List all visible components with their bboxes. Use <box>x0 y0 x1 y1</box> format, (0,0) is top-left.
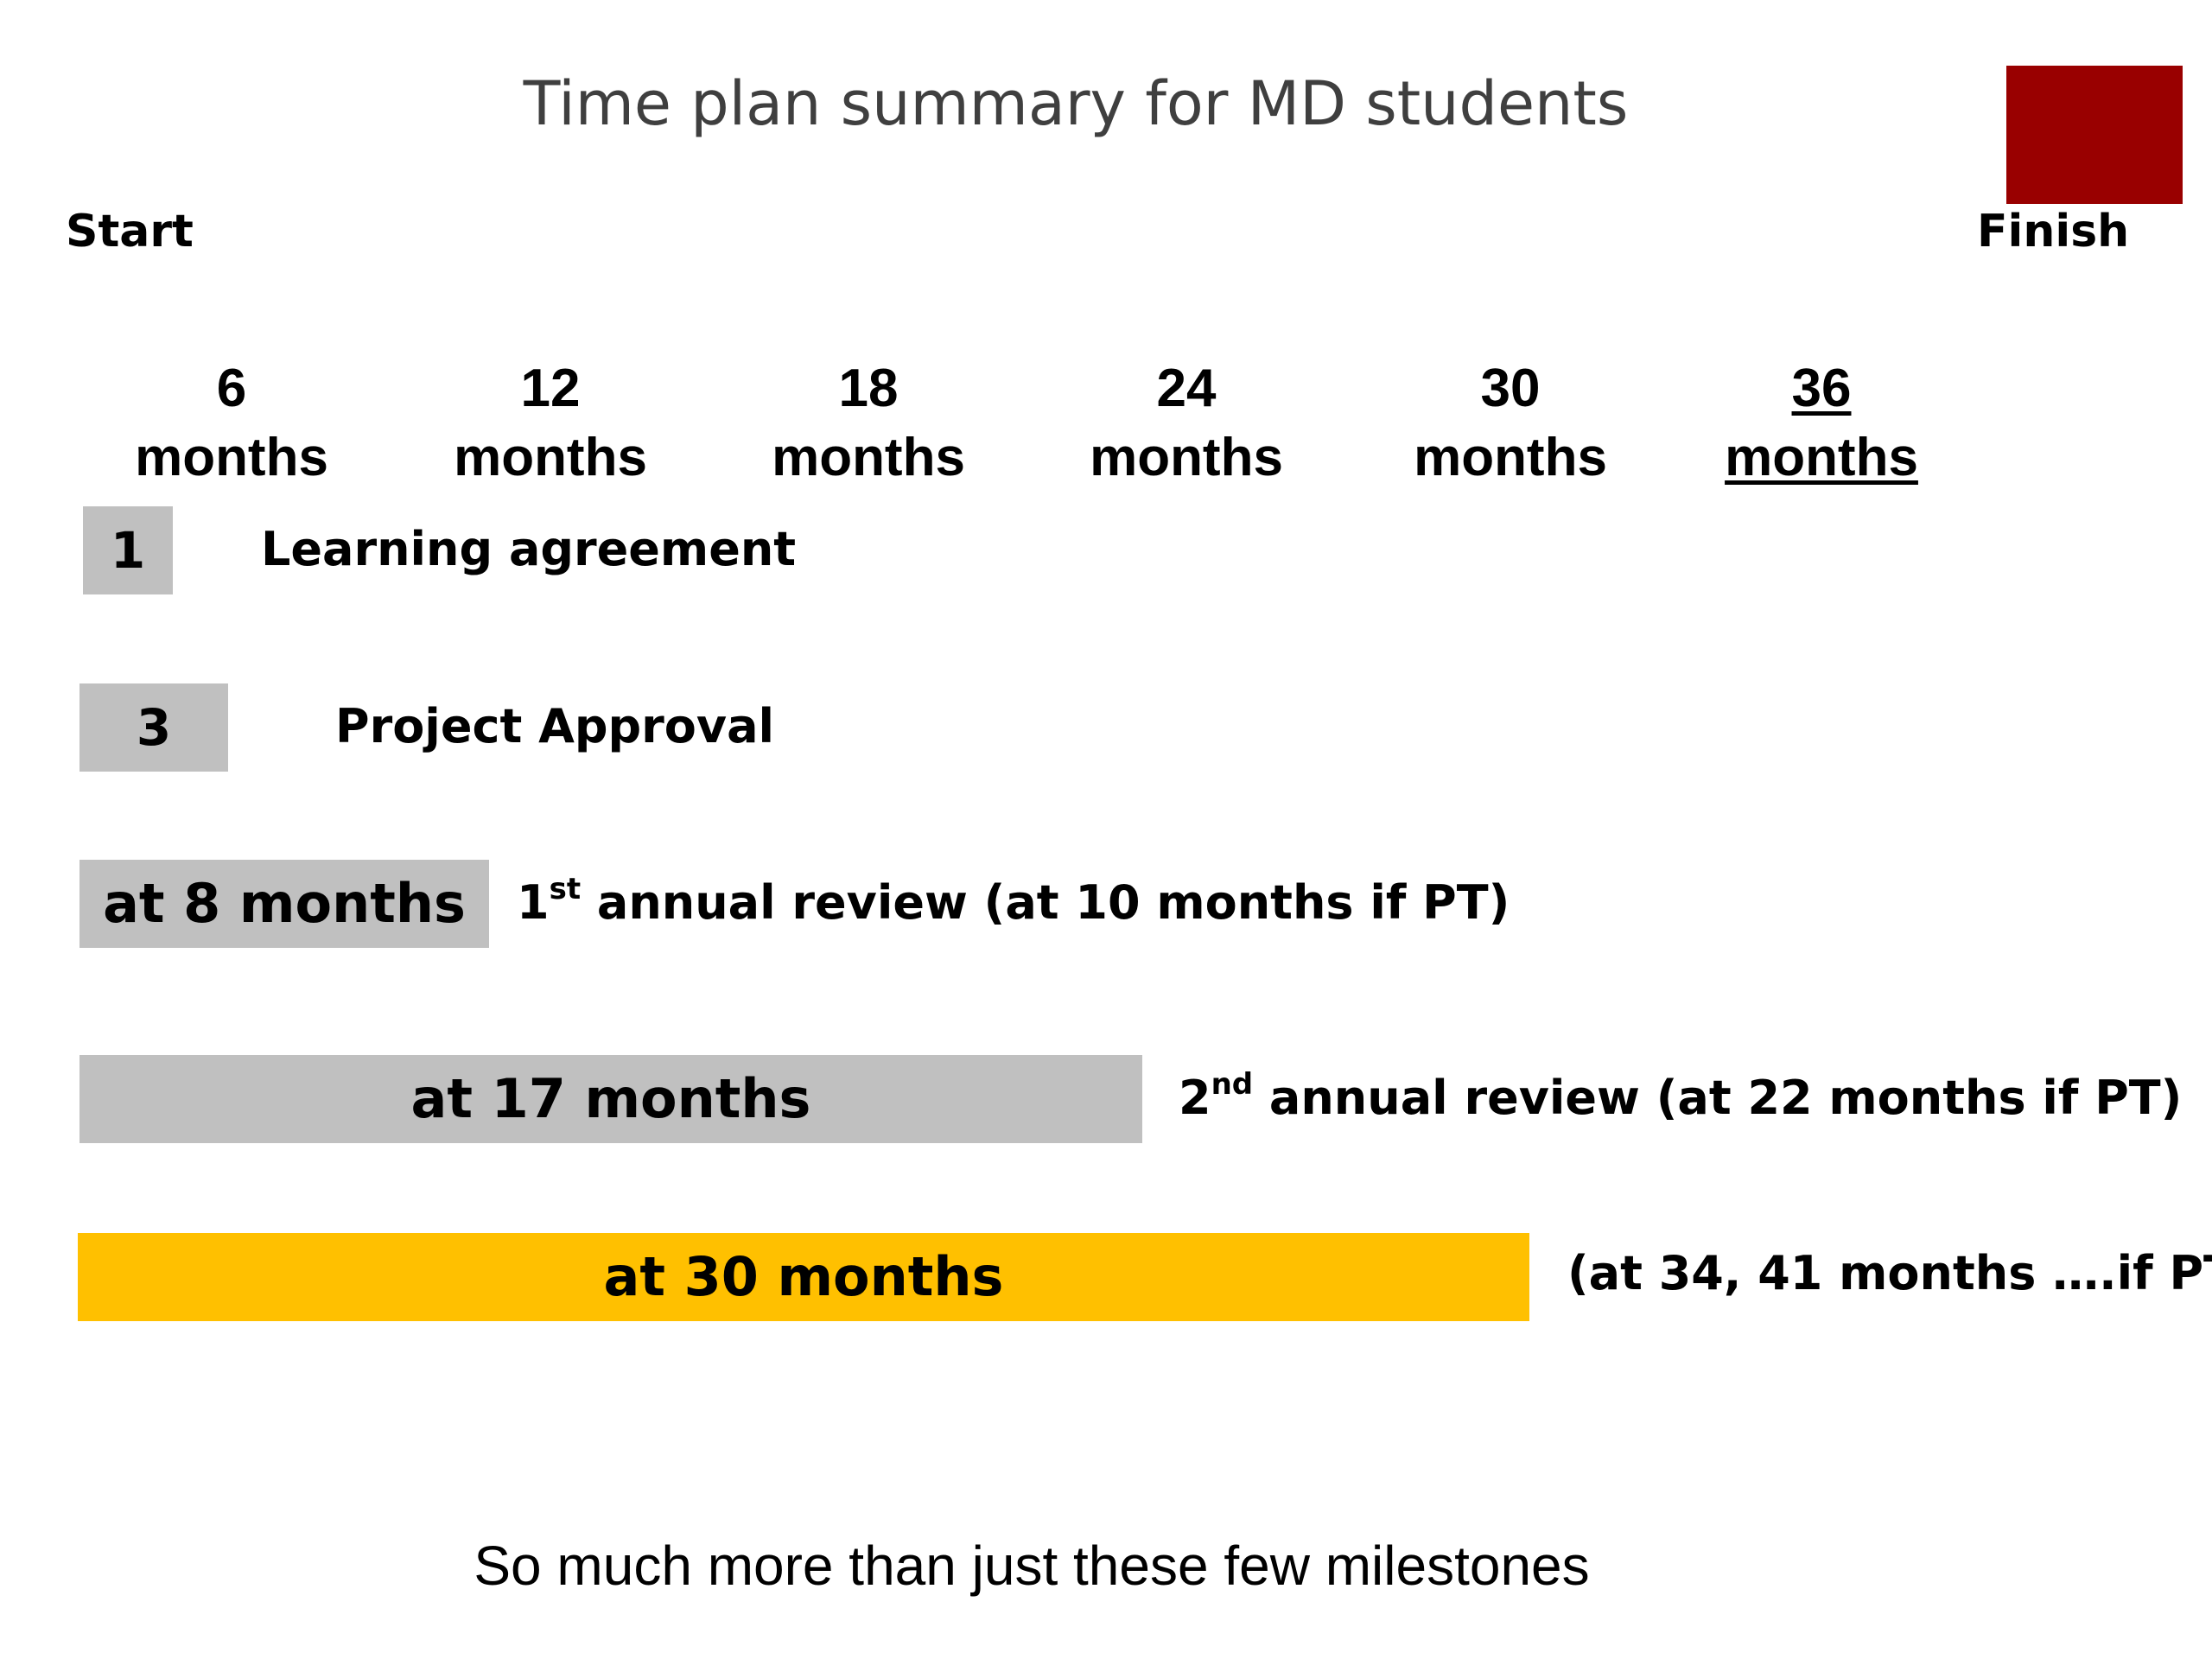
tick-number: 12 <box>520 359 581 418</box>
label-ordinal-number: 1 <box>517 875 550 930</box>
tick-number: 24 <box>1156 359 1217 418</box>
tick-unit: months <box>1725 428 1918 487</box>
milestone-label-part-time-reviews: (at 34, 41 months ….if PT <box>1567 1246 2212 1300</box>
milestone-bar-8-months: at 8 months <box>79 860 489 948</box>
tick-12-months: 12 months <box>421 354 680 493</box>
page-title: Time plan summary for MD students <box>523 68 1629 139</box>
tick-24-months: 24 months <box>1057 354 1316 493</box>
tick-6-months: 6 months <box>102 354 361 493</box>
tick-number: 18 <box>838 359 899 418</box>
tick-number: 6 <box>216 359 247 418</box>
label-ordinal-number: 2 <box>1179 1071 1211 1125</box>
tick-unit: months <box>135 428 328 487</box>
milestone-bar-17-months: at 17 months <box>79 1055 1142 1143</box>
tick-unit: months <box>1414 428 1607 487</box>
milestone-label-learning-agreement: Learning agreement <box>261 522 797 576</box>
milestone-label-project-approval: Project Approval <box>335 699 775 753</box>
start-label: Start <box>66 206 194 257</box>
milestone-bar-30-months: at 30 months <box>78 1233 1529 1321</box>
tick-unit: months <box>454 428 647 487</box>
corner-color-block <box>2006 66 2183 204</box>
tick-number: 36 <box>1791 359 1852 418</box>
milestone-bar-3: 3 <box>79 683 228 772</box>
tick-36-months: 36 months <box>1692 354 1951 493</box>
finish-label: Finish <box>1977 206 2130 257</box>
tick-unit: months <box>772 428 965 487</box>
milestone-label-first-annual-review: 1st annual review (at 10 months if PT) <box>517 874 1510 930</box>
tick-number: 30 <box>1480 359 1541 418</box>
label-ordinal-suffix: nd <box>1211 1067 1254 1102</box>
milestone-label-second-annual-review: 2nd annual review (at 22 months if PT) <box>1179 1070 2183 1125</box>
milestone-bar-1: 1 <box>83 506 173 594</box>
tick-30-months: 30 months <box>1381 354 1640 493</box>
tick-unit: months <box>1090 428 1283 487</box>
label-ordinal-suffix: st <box>549 872 582 906</box>
label-text: annual review (at 22 months if PT) <box>1253 1071 2183 1125</box>
tick-18-months: 18 months <box>739 354 998 493</box>
footer-note: So much more than just these few milesto… <box>474 1535 1590 1597</box>
label-text: annual review (at 10 months if PT) <box>581 875 1510 930</box>
